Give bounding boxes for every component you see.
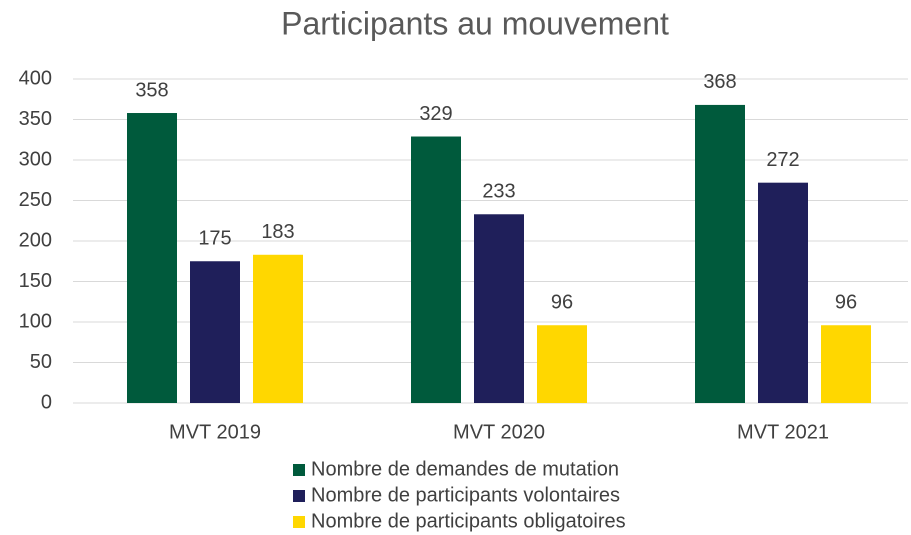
- x-tick-label: MVT 2020: [453, 421, 545, 443]
- bar: [474, 214, 524, 403]
- value-label: 96: [835, 292, 857, 314]
- legend-swatch: [293, 516, 305, 528]
- value-label: 358: [135, 79, 168, 101]
- value-label: 329: [419, 103, 452, 125]
- x-tick-label: MVT 2019: [169, 421, 261, 443]
- y-tick-label: 200: [19, 229, 52, 251]
- y-tick-label: 0: [41, 391, 52, 413]
- value-label: 272: [766, 149, 799, 171]
- bar: [821, 325, 871, 403]
- bar: [190, 261, 240, 403]
- y-tick-label: 100: [19, 310, 52, 332]
- bar: [253, 254, 303, 403]
- value-label: 233: [482, 181, 515, 203]
- y-tick-label: 400: [19, 67, 52, 89]
- legend-swatch: [293, 490, 305, 502]
- legend-swatch: [293, 464, 305, 476]
- legend-label: Nombre de participants obligatoires: [311, 510, 626, 532]
- bar: [695, 104, 745, 404]
- value-label: 175: [198, 228, 231, 250]
- chart-title: Participants au mouvement: [281, 5, 669, 41]
- bar: [127, 113, 177, 404]
- bar: [537, 325, 587, 403]
- y-tick-label: 300: [19, 148, 52, 170]
- y-tick-label: 150: [19, 270, 52, 292]
- x-tick-label: MVT 2021: [737, 421, 829, 443]
- legend-label: Nombre de demandes de mutation: [311, 458, 619, 480]
- bar: [758, 182, 808, 403]
- value-label: 183: [261, 221, 294, 243]
- bar: [411, 136, 461, 403]
- legend-label: Nombre de participants volontaires: [311, 484, 620, 506]
- y-tick-label: 250: [19, 189, 52, 211]
- y-tick-label: 50: [30, 351, 52, 373]
- value-label: 368: [703, 71, 736, 93]
- value-label: 96: [551, 292, 573, 314]
- y-tick-label: 350: [19, 108, 52, 130]
